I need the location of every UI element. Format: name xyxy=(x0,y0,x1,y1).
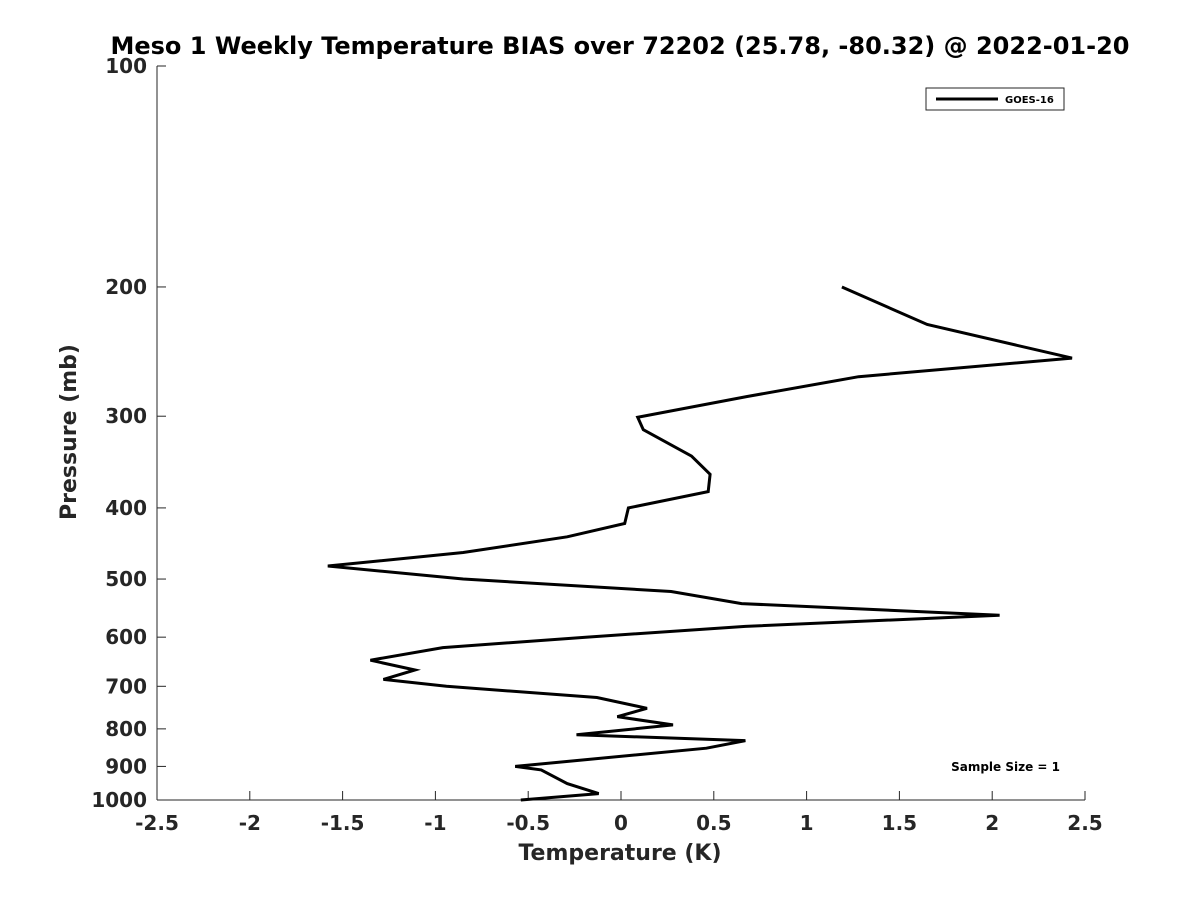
y-tick-label: 700 xyxy=(105,674,147,698)
y-tick-label: 100 xyxy=(105,54,147,78)
x-tick-label: 1 xyxy=(800,811,814,835)
sample-size-annotation: Sample Size = 1 xyxy=(951,760,1060,774)
y-tick-label: 400 xyxy=(105,496,147,520)
y-tick-label: 300 xyxy=(105,404,147,428)
legend-label-goes-16: GOES-16 xyxy=(1005,95,1054,106)
x-tick-label: 2 xyxy=(985,811,999,835)
legend: GOES-16 xyxy=(925,87,1065,111)
y-tick-label: 900 xyxy=(105,754,147,778)
x-tick-label: 2.5 xyxy=(1067,811,1102,835)
x-tick-label: -2.5 xyxy=(135,811,179,835)
x-tick-label: 1.5 xyxy=(882,811,917,835)
y-tick-label: 500 xyxy=(105,567,147,591)
y-axis-title: Pressure (mb) xyxy=(57,344,82,520)
y-tick-label: 1000 xyxy=(91,788,147,812)
series-line-goes-16 xyxy=(327,285,1073,802)
x-tick-label: -1 xyxy=(424,811,446,835)
x-tick-label: -0.5 xyxy=(506,811,550,835)
x-tick-label: -1.5 xyxy=(321,811,365,835)
y-tick-label: 600 xyxy=(105,625,147,649)
x-tick-label: 0 xyxy=(614,811,628,835)
y-axis-title-group: Pressure (mb) xyxy=(57,344,82,520)
y-tick-label: 200 xyxy=(105,275,147,299)
x-tick-label: -2 xyxy=(239,811,261,835)
x-tick-label: 0.5 xyxy=(696,811,731,835)
x-axis-title: Temperature (K) xyxy=(518,841,721,866)
chart-title: Meso 1 Weekly Temperature BIAS over 7220… xyxy=(110,32,1129,60)
y-tick-label: 800 xyxy=(105,717,147,741)
axes: -2.5 -2 -1.5 -1 -0.5 0 0.5 1 1.5 2 2.5 100 200 300 400… xyxy=(91,54,1102,835)
plot-area xyxy=(327,285,1073,802)
